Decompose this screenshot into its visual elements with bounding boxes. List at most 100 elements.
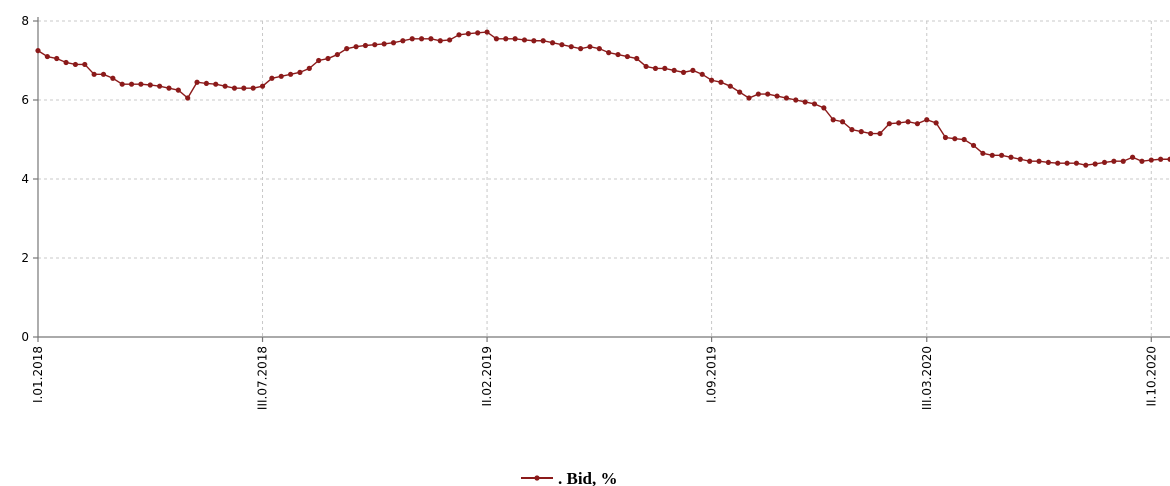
legend-marker [534,475,540,481]
data-point [1167,156,1170,162]
data-point [914,121,921,127]
data-point [858,129,864,135]
x-tick-label: I.01.2018 [31,346,45,403]
data-point [222,83,228,89]
data-point [634,55,640,62]
x-tick-label: II.10.2020 [1144,346,1158,407]
y-tick-label: 6 [21,93,29,107]
data-point [325,55,331,62]
data-point [877,130,883,137]
data-point [830,117,836,123]
data-point [203,80,209,87]
data-point [1101,159,1108,166]
data-point [1045,159,1051,166]
x-tick-label: II.02.2019 [480,346,494,407]
data-point [727,83,733,89]
data-point [746,95,752,101]
data-point [91,71,97,77]
data-point [699,71,705,77]
data-point [1017,156,1023,162]
data-point [549,40,556,46]
data-point [1158,156,1164,162]
data-point [54,55,60,62]
data-point [72,61,79,68]
data-point [63,59,69,66]
series-bid [35,29,1170,168]
data-point [540,38,546,44]
data-point [185,95,191,101]
data-point [886,121,892,127]
data-point [952,136,958,142]
data-point [1148,157,1154,163]
data-point [353,44,359,50]
data-point [989,152,995,158]
data-point [1027,158,1033,164]
data-point [999,152,1005,158]
data-point [606,50,612,56]
data-point [428,36,434,42]
data-point [559,42,565,48]
data-point [961,136,967,143]
data-point [652,65,659,71]
x-tick-label: III.03.2020 [920,346,934,410]
y-tick-label: 8 [21,14,29,28]
data-point [1083,162,1089,168]
data-point [147,82,153,88]
data-point [400,38,406,44]
data-point [596,46,602,52]
data-point [896,120,902,126]
data-point [755,91,761,97]
data-point [1092,161,1098,167]
data-point [128,81,135,87]
data-point [493,36,500,42]
x-tick-label: III.07.2018 [256,346,270,410]
data-point [437,38,443,44]
data-point [138,81,144,87]
data-point [1139,158,1145,164]
data-point [334,51,340,58]
data-point [1064,160,1070,166]
data-point [980,150,986,156]
legend-label: . Bid, % [558,469,618,486]
data-point [381,41,387,47]
data-point [671,67,677,73]
data-point [811,101,818,107]
y-tick-label: 0 [21,330,29,344]
data-point [465,31,471,37]
data-point [1073,160,1080,166]
data-point [344,46,350,52]
data-point [119,81,125,87]
data-point [512,36,518,42]
legend: . Bid, % [521,469,618,486]
data-point [1055,160,1061,166]
data-point [737,89,743,95]
series-line [37,31,1170,166]
data-point [924,117,930,123]
data-point [306,65,312,71]
data-point [1129,154,1136,160]
data-point [44,53,50,60]
data-point [82,61,88,68]
data-point [821,105,827,111]
data-point [372,42,378,48]
data-point [615,51,621,58]
data-point [587,44,593,50]
data-point [250,85,256,91]
data-point [447,37,453,43]
data-point [194,79,200,85]
data-point [390,40,397,46]
data-point [1120,158,1126,164]
data-point [475,30,481,36]
data-point [259,83,266,89]
data-point [933,120,939,126]
data-point [680,69,687,75]
data-point [1036,158,1042,164]
data-point [624,53,630,60]
data-point [774,93,780,99]
data-point [287,71,294,77]
data-point [718,79,724,85]
tick-labels: 0 2 4 6 8 I.01.2018 III.07.2018 II.02.2019 I.09.… [21,14,1158,410]
y-tick-label: 4 [21,172,29,186]
data-point [1111,158,1117,164]
